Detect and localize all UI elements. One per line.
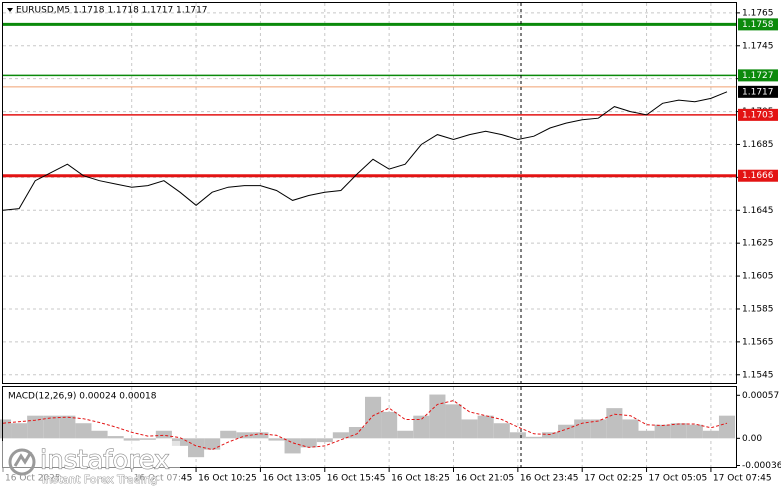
signal-line xyxy=(2,400,728,451)
level-label: 1.1666 xyxy=(742,171,774,181)
logo-tagline: Instant Forex Trading xyxy=(42,473,158,486)
macd-bar xyxy=(670,423,687,439)
macd-bar xyxy=(509,432,526,439)
y-tick-label: 1.1625 xyxy=(742,239,774,249)
y-tick-label: 1.1565 xyxy=(742,337,774,347)
macd-bar xyxy=(686,424,703,439)
macd-bar xyxy=(590,419,607,439)
logo-backdrop xyxy=(2,441,180,487)
macd-bar xyxy=(43,415,60,439)
x-tick-label: 16 Oct 23:45 xyxy=(520,474,579,484)
macd-bar xyxy=(252,432,269,439)
y-tick-label: 1.1585 xyxy=(742,304,774,314)
level-label-box xyxy=(738,108,778,121)
macd-bar xyxy=(702,430,719,439)
x-tick-label: 16 Oct 13:05 xyxy=(262,474,321,484)
last-price-box xyxy=(738,85,778,98)
macd-bar xyxy=(381,411,398,439)
macd-bar xyxy=(204,438,221,450)
plot xyxy=(0,22,736,458)
macd-bar xyxy=(638,430,655,439)
macd-bar xyxy=(91,430,108,439)
y-tick-label: 1.1745 xyxy=(742,41,774,51)
x-tick-label: 16 Oct 21:05 xyxy=(455,474,514,484)
logo-name: instaforex xyxy=(40,446,169,476)
x-tick-label: 16 Oct 18:25 xyxy=(391,474,450,484)
macd-bar xyxy=(477,415,494,439)
macd-bar xyxy=(220,430,237,439)
logo-icon-mark xyxy=(13,451,33,467)
macd-bar xyxy=(75,423,92,439)
price-frame xyxy=(2,2,737,384)
macd-bar xyxy=(300,438,317,448)
macd-frame xyxy=(2,386,737,468)
macd-bar xyxy=(445,404,462,439)
x-tick-label: 16 Oct 15:45 xyxy=(327,474,386,484)
level-label: 1.1758 xyxy=(742,20,774,30)
macd-bar xyxy=(654,424,671,439)
macd-bar xyxy=(268,438,285,441)
x-tick-label: 17 Oct 02:25 xyxy=(584,474,643,484)
macd-bar xyxy=(236,432,253,439)
macd-bar xyxy=(622,419,639,439)
macd-bar xyxy=(59,415,76,439)
x-tick-label: 16 Oct 10:25 xyxy=(198,474,257,484)
macd-bar xyxy=(139,438,156,440)
symbol-header: EURUSD,M5 1.1718 1.1718 1.1717 1.1717 xyxy=(16,6,208,16)
macd-bar xyxy=(413,415,430,439)
macd-bar xyxy=(123,438,140,441)
x-tick-label: 17 Oct 05:05 xyxy=(649,474,708,484)
y-tick-label: 0.00057 xyxy=(742,391,779,401)
level-label-box xyxy=(738,169,778,182)
last-price-label: 1.1717 xyxy=(742,87,774,97)
macd-bar xyxy=(606,408,623,439)
macd-bar xyxy=(365,396,382,439)
macd-bar xyxy=(574,419,591,439)
macd-bar xyxy=(284,438,301,454)
macd-bar xyxy=(11,423,28,439)
macd-bar xyxy=(107,436,124,439)
macd-bar xyxy=(429,394,446,439)
level-label-box xyxy=(738,69,778,82)
macd-bar xyxy=(558,424,575,439)
macd-header: MACD(12,26,9) 0.00024 0.00018 xyxy=(8,392,157,402)
y-tick-label: 1.1765 xyxy=(742,8,774,18)
y-tick-label: 1.1645 xyxy=(742,206,774,216)
logo-icon xyxy=(8,448,36,476)
macd-bar xyxy=(332,432,349,439)
macd-bar xyxy=(0,419,12,439)
macd-bar xyxy=(316,438,333,443)
brand-logo: instaforex Instant Forex Trading xyxy=(2,441,180,487)
level-label: 1.1703 xyxy=(742,110,774,120)
header-arrow xyxy=(7,8,13,12)
macd-bar xyxy=(397,430,414,439)
macd-bar xyxy=(525,436,542,439)
y-tick-label: 0.00 xyxy=(742,434,762,444)
y-tick-label: -0.00036 xyxy=(742,461,781,471)
macd-bar xyxy=(155,430,172,439)
price-line xyxy=(2,91,728,211)
y-tick-label: 1.1545 xyxy=(742,370,774,380)
level-label: 1.1727 xyxy=(742,71,774,81)
y-tick-label: 1.1685 xyxy=(742,140,774,150)
macd-bar xyxy=(718,415,736,439)
x-tick-label: 17 Oct 07:45 xyxy=(713,474,772,484)
macd-bar xyxy=(493,423,510,439)
grid xyxy=(3,3,736,467)
macd-bar xyxy=(188,438,205,458)
macd-bar xyxy=(348,427,365,439)
y-tick-label: 1.1605 xyxy=(742,272,774,282)
macd-bar xyxy=(461,419,478,439)
macd-bar xyxy=(27,415,44,439)
macd-bar xyxy=(541,432,559,439)
level-label-box xyxy=(738,18,778,31)
